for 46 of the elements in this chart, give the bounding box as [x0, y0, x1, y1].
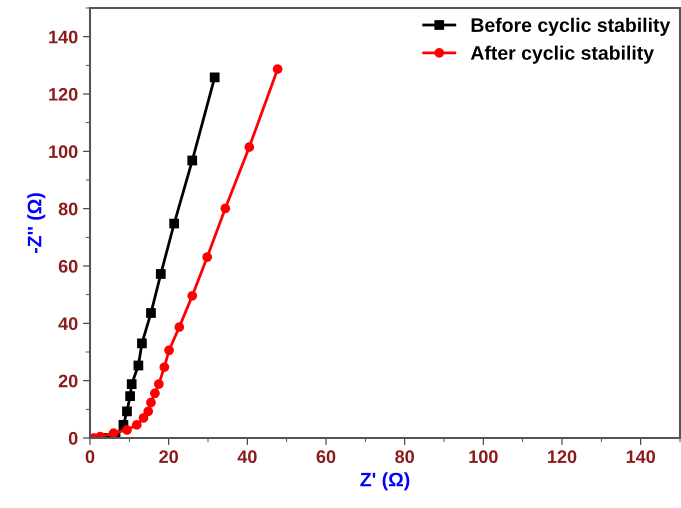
y-tick-label: 40 [58, 317, 78, 330]
point [150, 388, 160, 398]
point [122, 425, 132, 435]
point [134, 360, 144, 370]
point [146, 398, 156, 408]
x-tick-label: 140 [626, 450, 655, 464]
legend-label: Before cyclic stability [472, 18, 670, 36]
y-tick-label: 80 [58, 202, 78, 216]
y-tick-label: 0 [68, 432, 78, 445]
point [244, 142, 254, 152]
point [143, 406, 154, 416]
y-tick-label: 20 [58, 374, 78, 388]
x-tick-label: 80 [395, 450, 414, 464]
point [126, 379, 137, 389]
x-tick-label: 0 [86, 450, 94, 464]
x-tick-label: 100 [469, 450, 498, 464]
point [187, 156, 198, 166]
point [164, 345, 174, 356]
point [272, 64, 282, 74]
point [210, 72, 220, 82]
y-tick-label: 120 [49, 88, 78, 101]
point [159, 362, 170, 372]
x-axis-title: Z' (Ω) [360, 472, 410, 490]
point [132, 420, 142, 430]
point [154, 379, 164, 389]
point [156, 269, 166, 279]
point [146, 308, 156, 318]
point [122, 406, 132, 416]
x-tick-label: 120 [548, 450, 576, 464]
y-tick-label: 60 [58, 260, 78, 273]
y-tick-label: 140 [49, 30, 78, 44]
point [169, 218, 180, 228]
point [138, 413, 148, 423]
point [174, 322, 184, 332]
point [108, 428, 118, 438]
point [125, 391, 135, 402]
point [202, 252, 212, 262]
x-tick-label: 40 [238, 450, 257, 464]
point [220, 204, 230, 214]
y-axis-title: -Z'' (Ω) [27, 193, 46, 254]
x-tick-label: 60 [316, 450, 336, 464]
point [137, 338, 147, 348]
legend-label: After cyclic stability [470, 46, 654, 64]
y-tick-label: 100 [49, 145, 78, 158]
x-tick-label: 20 [159, 450, 178, 464]
point [187, 290, 198, 301]
